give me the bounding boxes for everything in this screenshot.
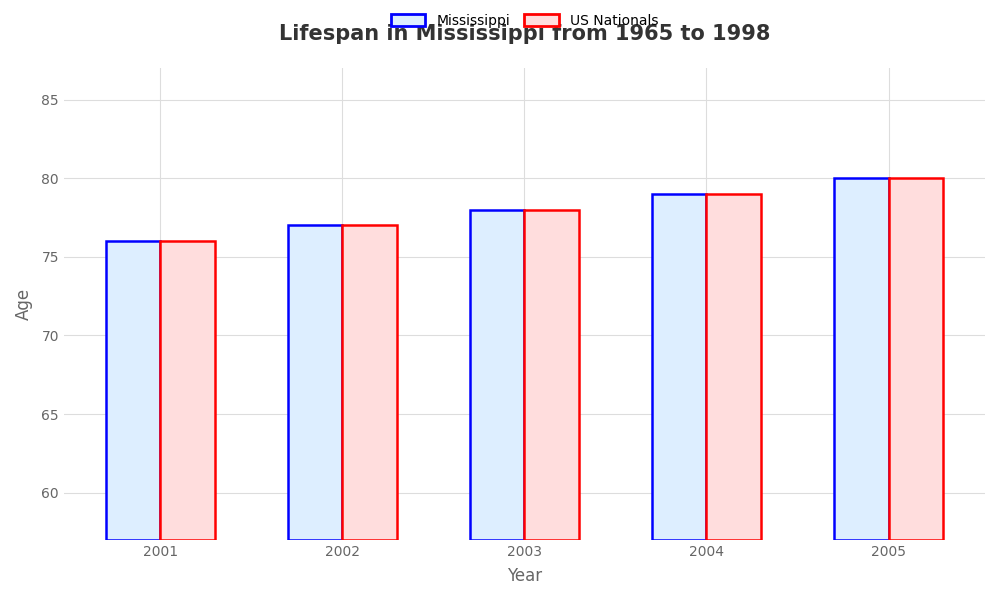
Title: Lifespan in Mississippi from 1965 to 1998: Lifespan in Mississippi from 1965 to 199… — [279, 25, 770, 44]
Bar — [706, 194, 761, 540]
Bar — [160, 241, 215, 540]
X-axis label: Year: Year — [507, 567, 542, 585]
Legend: Mississippi, US Nationals: Mississippi, US Nationals — [391, 14, 658, 28]
Y-axis label: Age: Age — [15, 288, 33, 320]
Bar — [288, 226, 342, 540]
Bar — [889, 178, 943, 540]
Bar — [834, 178, 889, 540]
Bar — [342, 226, 397, 540]
Bar — [470, 209, 524, 540]
Bar — [652, 194, 706, 540]
Bar — [106, 241, 160, 540]
Bar — [524, 209, 579, 540]
